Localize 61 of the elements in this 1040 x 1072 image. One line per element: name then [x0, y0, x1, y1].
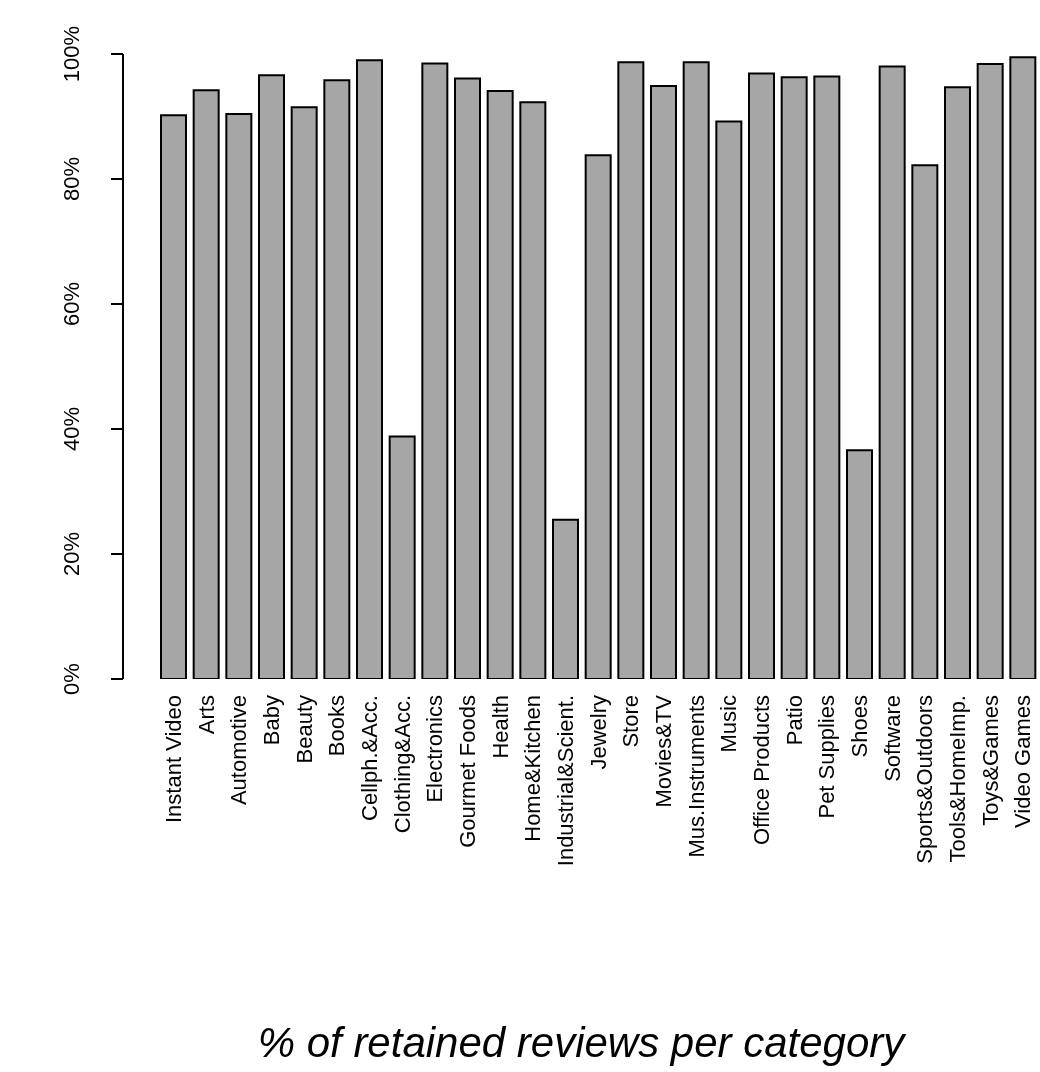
x-tick-label: Home&Kitchen — [520, 695, 546, 842]
x-tick-label: Electronics — [422, 695, 448, 803]
y-tick-label: 40% — [59, 406, 84, 452]
bar — [519, 101, 547, 679]
x-axis-title: % of retained reviews per category — [257, 1019, 908, 1066]
bar — [486, 89, 514, 679]
bar — [780, 76, 808, 679]
x-tick-label: Music — [716, 695, 742, 753]
x-tick-label: Video Games — [1010, 695, 1036, 828]
x-tick-label: Baby — [258, 695, 284, 746]
x-tick-label: Health — [487, 695, 513, 759]
bar — [748, 72, 775, 679]
bar — [421, 62, 449, 679]
y-tick-label: 100% — [59, 25, 84, 83]
x-tick-label: Instant Video — [160, 695, 186, 824]
x-tick-label: Books — [324, 695, 350, 757]
x-tick-label: Movies&TV — [650, 694, 676, 808]
bar — [388, 435, 416, 679]
x-tick-label: Gourmet Foods — [454, 695, 480, 848]
bar — [813, 75, 841, 679]
x-tick-label: Mus.Instruments — [683, 695, 709, 858]
bar — [976, 63, 1004, 679]
x-tick-label: Jewelry — [585, 695, 611, 770]
bar — [356, 59, 383, 679]
x-tick-label: Pet Supplies — [814, 695, 840, 819]
bar — [323, 79, 351, 679]
x-tick-label: Automotive — [226, 695, 252, 806]
x-tick-label: Store — [618, 695, 644, 748]
bar — [878, 65, 906, 679]
y-tick-label: 80% — [59, 156, 84, 202]
x-tick-label: Arts — [193, 695, 219, 735]
bar — [715, 120, 743, 679]
y-tick-label: 0% — [59, 663, 84, 695]
bar — [454, 77, 481, 679]
x-tick-label: Shoes — [846, 695, 872, 758]
x-tick-label: Clothing&Acc. — [389, 695, 415, 834]
bar — [192, 89, 220, 679]
bar — [1009, 56, 1037, 679]
x-tick-label: Tools&HomeImp. — [944, 695, 970, 863]
x-tick-label: Toys&Games — [977, 695, 1003, 826]
x-tick-label: Beauty — [291, 695, 317, 764]
x-tick-label: Cellph.&Acc. — [356, 695, 382, 821]
x-tick-label: Sports&Outdoors — [912, 695, 938, 864]
bar — [584, 154, 612, 679]
bar — [160, 114, 187, 679]
bar — [552, 518, 579, 679]
bar — [225, 113, 253, 679]
y-tick-label: 60% — [59, 281, 84, 327]
x-tick-label: Patio — [781, 695, 807, 746]
bar — [617, 61, 645, 679]
bar — [650, 84, 677, 679]
bar — [258, 74, 285, 679]
bar — [682, 61, 710, 679]
bar — [911, 164, 939, 679]
bar — [846, 449, 873, 679]
x-tick-label: Office Products — [748, 695, 774, 845]
bar — [944, 86, 971, 679]
x-tick-label: Industrial&Scient. — [552, 695, 578, 867]
y-tick-label: 20% — [59, 531, 84, 577]
bar — [290, 106, 318, 679]
x-tick-label: Software — [879, 695, 905, 782]
